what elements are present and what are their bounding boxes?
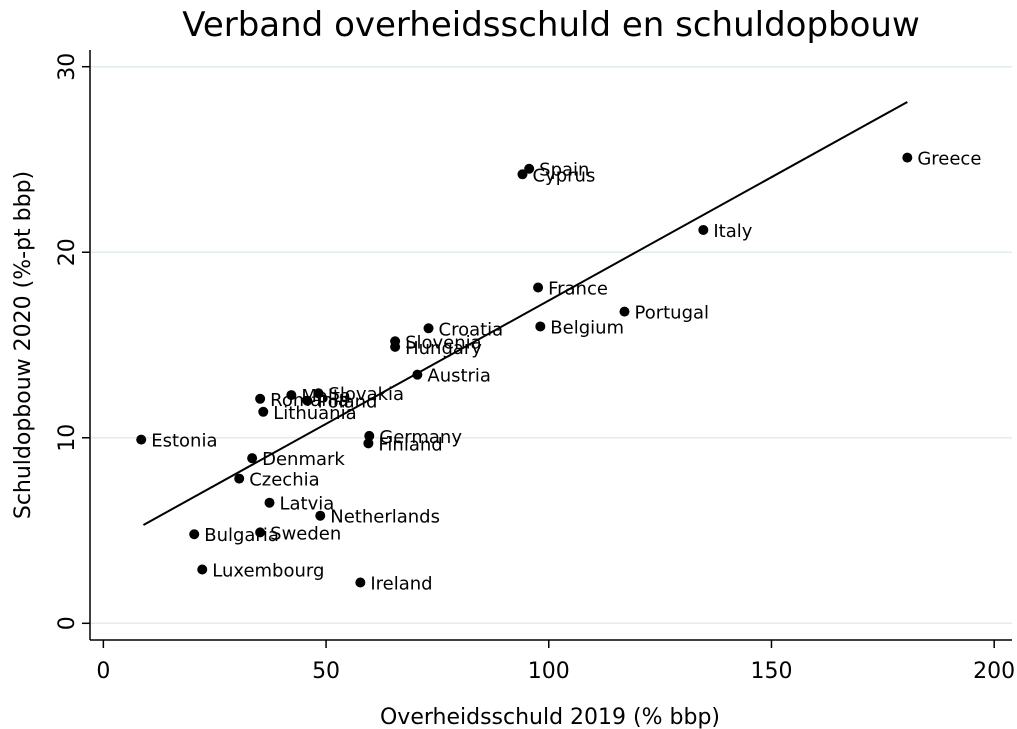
point: [189, 529, 200, 540]
point: [313, 388, 324, 399]
point-label: Czechia: [249, 470, 319, 491]
point-label: Netherlands: [330, 507, 440, 528]
point-label: Slovenia: [405, 332, 482, 353]
point-label: Finland: [378, 434, 442, 455]
point: [390, 341, 401, 352]
point-label: Ireland: [370, 573, 432, 594]
point-label: Latvia: [280, 494, 335, 515]
point: [533, 282, 544, 293]
point: [902, 152, 913, 163]
point: [286, 390, 297, 401]
point: [197, 564, 208, 575]
point-label: France: [548, 278, 608, 299]
y-tick-label: 0: [55, 616, 80, 630]
point: [302, 395, 313, 406]
point: [264, 497, 275, 508]
fit-line: [142, 101, 908, 526]
point-label: Malta: [301, 386, 351, 407]
x-tick-label: 200: [973, 659, 1015, 684]
point: [698, 224, 709, 235]
point: [535, 321, 546, 332]
x-tick-label: 150: [750, 659, 792, 684]
point-label: Portugal: [634, 303, 709, 324]
point: [136, 434, 147, 445]
point-label: Croatia: [439, 319, 504, 340]
point: [619, 306, 630, 317]
y-tick-label: 10: [55, 424, 80, 452]
point: [524, 163, 535, 174]
point-label: Estonia: [151, 431, 217, 452]
point: [234, 473, 245, 484]
point: [412, 369, 423, 380]
point-label: Greece: [917, 149, 981, 170]
point-label: Germany: [379, 427, 462, 448]
y-tick-label: 30: [55, 53, 80, 81]
point: [255, 393, 266, 404]
point-label: Slovakia: [328, 384, 404, 405]
point: [364, 430, 375, 441]
point-label: Denmark: [262, 449, 345, 470]
point: [363, 438, 374, 449]
x-tick-label: 0: [96, 659, 110, 684]
point-label: Poland: [317, 392, 377, 413]
y-tick-label: 20: [55, 238, 80, 266]
x-tick-label: 100: [528, 659, 570, 684]
point: [423, 323, 434, 334]
x-tick-label: 50: [312, 659, 340, 684]
point-label: Cyprus: [532, 165, 595, 186]
point-label: Luxembourg: [212, 560, 324, 581]
point-label: Hungary: [405, 338, 482, 359]
point: [355, 577, 366, 588]
point: [255, 527, 266, 538]
point-label: Lithuania: [273, 403, 356, 424]
point-label: Spain: [539, 160, 589, 181]
chart-title: Verband overheidsschuld en schuldopbouw: [182, 5, 920, 45]
y-axis-label: Schuldopbouw 2020 (%-pt bbp): [11, 171, 36, 519]
point: [258, 406, 269, 417]
point: [247, 453, 258, 464]
point: [315, 510, 326, 521]
x-axis-label: Overheidsschuld 2019 (% bbp): [380, 705, 720, 729]
point-label: Belgium: [550, 317, 624, 338]
point: [517, 169, 528, 180]
point-label: Sweden: [270, 523, 341, 544]
point-label: Austria: [427, 366, 491, 387]
point-label: Romania: [270, 390, 349, 411]
point-label: Italy: [713, 221, 752, 242]
point-label: Bulgaria: [204, 525, 279, 546]
